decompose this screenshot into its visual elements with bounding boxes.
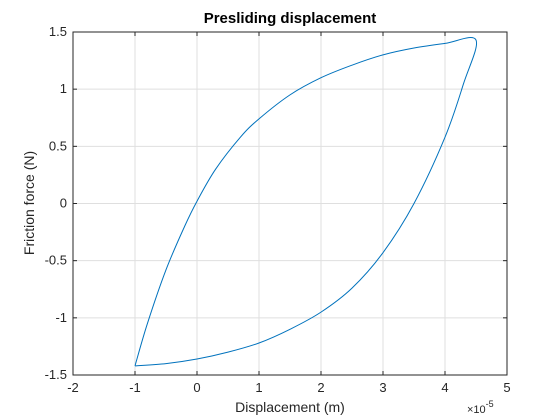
ticks: -2 -1 0 1 2 3 4 5 -1.5 -1 -0.5 0 0.5 1 1.5 bbox=[45, 24, 511, 395]
y-tick-label: 1.5 bbox=[49, 24, 67, 39]
chart-title: Presliding displacement bbox=[204, 10, 377, 27]
y-tick-label: 0.5 bbox=[49, 138, 67, 153]
y-tick-label: -0.5 bbox=[45, 253, 67, 268]
x-tick-label: 4 bbox=[441, 380, 448, 395]
x-axis-label: Displacement (m) bbox=[235, 399, 345, 415]
y-tick-label: -1.5 bbox=[45, 367, 67, 382]
x-tick-label: 3 bbox=[379, 380, 386, 395]
x-axis-multiplier: ×10-5 bbox=[467, 399, 494, 416]
y-tick-label: 1 bbox=[60, 81, 67, 96]
plot-frame bbox=[72, 31, 508, 376]
x-multiplier-exponent: -5 bbox=[486, 399, 494, 409]
x-multiplier-base: ×10 bbox=[467, 404, 486, 416]
x-tick-label: 1 bbox=[255, 380, 262, 395]
grid bbox=[72, 31, 508, 376]
series-group bbox=[134, 37, 478, 367]
x-tick-label: -1 bbox=[129, 380, 141, 395]
x-tick-label: -2 bbox=[67, 380, 79, 395]
x-tick-label: 0 bbox=[193, 380, 200, 395]
y-axis-label: Friction force (N) bbox=[21, 151, 37, 255]
x-tick-label: 2 bbox=[317, 380, 324, 395]
y-tick-label: 0 bbox=[60, 196, 67, 211]
x-tick-label: 5 bbox=[503, 380, 510, 395]
hysteresis-series-line bbox=[134, 37, 478, 367]
y-tick-label: -1 bbox=[55, 310, 67, 325]
